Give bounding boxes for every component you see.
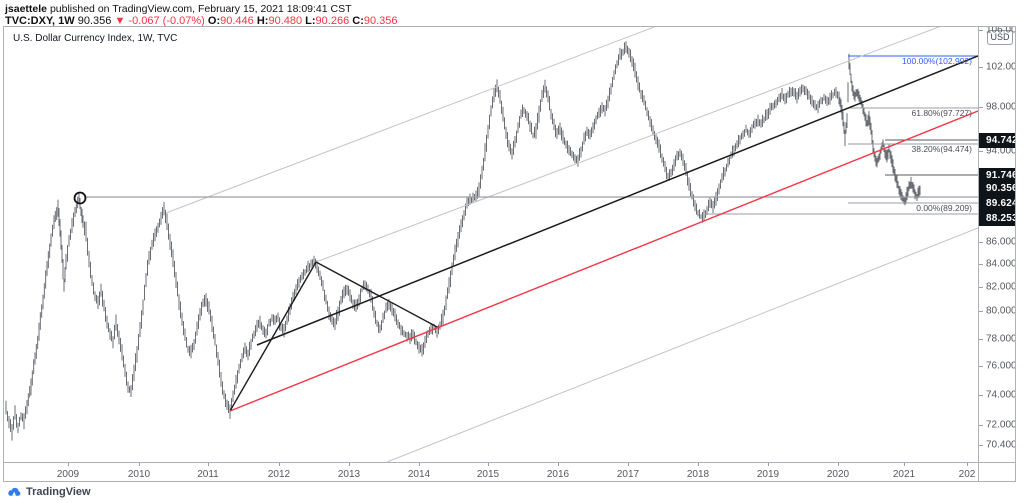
currency-badge: USD xyxy=(987,30,1013,45)
price-tick-label: 76.000 xyxy=(986,360,1016,372)
price-tick-dash xyxy=(979,264,983,265)
year-tick-dash xyxy=(698,463,699,466)
ohlc-value: 90.446 xyxy=(220,15,257,27)
price-tick-label: 94.000 xyxy=(986,145,1016,157)
price-tick-dash xyxy=(979,67,983,68)
price-tick-dash xyxy=(979,366,983,367)
ohlc-label: H: xyxy=(256,15,269,27)
highlight-circle xyxy=(73,191,87,205)
ohlc-label: O: xyxy=(207,15,221,27)
price-tick-label: 98.000 xyxy=(986,101,1016,113)
byline-text: published on TradingView.com, February 1… xyxy=(47,3,352,15)
year-label-2019: 2019 xyxy=(756,469,780,480)
gray-channel-middle xyxy=(315,27,941,263)
fib-label: 38.20%(94.474) xyxy=(912,144,973,154)
price-tick-label: 106.000 xyxy=(986,26,1015,36)
price-tick-label: 86.000 xyxy=(986,236,1016,248)
year-tick-dash xyxy=(838,463,839,466)
chart-plot-area[interactable]: 100.00%(102.992) 61.80%(97.727) 38.20%(94.… xyxy=(4,27,978,462)
price-badge-91_746: 91.746 xyxy=(979,167,1015,183)
year-tick-dash xyxy=(768,463,769,466)
trendline-steep-black xyxy=(229,261,317,412)
gray-channel-upper xyxy=(165,27,655,214)
price-tick-label: 84.000 xyxy=(986,258,1016,270)
fib-label: 0.00%(89.209) xyxy=(916,203,972,213)
price-tick-dash xyxy=(979,425,983,426)
price-tick-label: 82.000 xyxy=(986,281,1016,293)
year-tick-dash xyxy=(558,463,559,466)
trendline-desc-black xyxy=(315,261,440,329)
year-label-2010: 2010 xyxy=(127,469,151,480)
price-change: ▼ -0.067 (-0.07%) xyxy=(114,15,205,27)
price-tick-dash xyxy=(979,287,983,288)
year-tick-dash xyxy=(904,463,905,466)
price-tick-dash xyxy=(979,339,983,340)
last-price: 90.356 xyxy=(77,15,112,27)
price-badge-94_742: 94.742 xyxy=(979,132,1015,148)
ohlc-value: 90.266 xyxy=(315,15,353,27)
year-tick-dash xyxy=(208,463,209,466)
year-label-2021: 2021 xyxy=(892,469,916,480)
price-tick-dash xyxy=(979,151,983,152)
ohlc-values: O:90.446 H:90.480 L:90.266 C:90.356 xyxy=(208,15,398,27)
price-chart-svg: 100.00%(102.992) 61.80%(97.727) 38.20%(94.… xyxy=(5,27,978,462)
year-label-2009: 2009 xyxy=(56,469,80,480)
price-badge-88_253: 88.253 xyxy=(979,211,1015,226)
year-label-2013: 2013 xyxy=(337,469,361,480)
ohlc-value: 90.356 xyxy=(363,15,398,27)
year-label-2011: 2011 xyxy=(197,469,219,480)
symbol-ohlc-line: TVC:DXY, 1W 90.356 ▼ -0.067 (-0.07%) O:9… xyxy=(5,16,398,27)
ohlc-label: C: xyxy=(352,15,364,27)
year-tick-dash xyxy=(139,463,140,466)
year-tick-dash xyxy=(349,463,350,466)
fib-label: 100.00%(102.992) xyxy=(902,56,972,66)
ohlc-value: 90.480 xyxy=(268,15,306,27)
year-tick-dash xyxy=(488,463,489,466)
year-tick-dash xyxy=(279,463,280,466)
price-badge-89_624: 89.624 xyxy=(979,196,1015,211)
price-tick-dash xyxy=(979,242,983,243)
price-tick-dash xyxy=(979,107,983,108)
year-label-202: 202 xyxy=(958,469,976,480)
year-tick-dash xyxy=(68,463,69,466)
price-tick-dash xyxy=(979,395,983,396)
tradingview-cloud-icon xyxy=(8,487,21,496)
year-tick-dash xyxy=(967,463,968,466)
symbol-label: TVC:DXY, 1W xyxy=(5,15,75,27)
chart-legend: U.S. Dollar Currency Index, 1W, TVC xyxy=(13,33,178,44)
watermark-text: TradingView xyxy=(26,486,91,498)
ohlc-label: L: xyxy=(305,15,316,27)
price-tick-label: 80.000 xyxy=(986,305,1016,317)
year-label-2018: 2018 xyxy=(686,469,710,480)
price-tick-dash xyxy=(979,30,983,31)
trendline-major-black xyxy=(256,55,978,346)
price-axis[interactable]: USD 106.000 102.000 98.000 94.000 86.000 84.0… xyxy=(978,26,1016,481)
price-tick-label: 70.400 xyxy=(986,439,1016,451)
gray-channel-lower xyxy=(386,227,978,462)
price-tick-dash xyxy=(979,445,983,446)
price-tick-label: 74.000 xyxy=(986,389,1016,401)
trendline-red-support xyxy=(229,110,978,412)
publish-byline: jsaettele published on TradingView.com, … xyxy=(5,4,352,15)
year-label-2016: 2016 xyxy=(546,469,570,480)
author-name: jsaettele xyxy=(5,3,48,15)
year-label-2012: 2012 xyxy=(267,469,291,480)
year-label-2017: 2017 xyxy=(616,469,640,480)
year-label-2020: 2020 xyxy=(826,469,850,480)
price-bars xyxy=(5,41,921,441)
tradingview-watermark[interactable]: TradingView xyxy=(7,484,91,500)
time-axis[interactable]: 2009 2010 2011 2012 2013 2014 2015 2016 2017 2018… xyxy=(4,462,1015,481)
price-tick-label: 72.000 xyxy=(986,419,1016,431)
price-tick-label: 78.000 xyxy=(986,333,1016,345)
fib-label: 61.80%(97.727) xyxy=(912,108,973,118)
year-label-2014: 2014 xyxy=(407,469,431,480)
chart-container: U.S. Dollar Currency Index, 1W, TVC 100.… xyxy=(3,26,1016,482)
year-tick-dash xyxy=(628,463,629,466)
price-tick-label: 102.000 xyxy=(986,61,1015,73)
price-badge-90_356: 90.356 xyxy=(979,181,1015,196)
year-tick-dash xyxy=(419,463,420,466)
year-label-2015: 2015 xyxy=(476,469,500,480)
price-tick-dash xyxy=(979,311,983,312)
